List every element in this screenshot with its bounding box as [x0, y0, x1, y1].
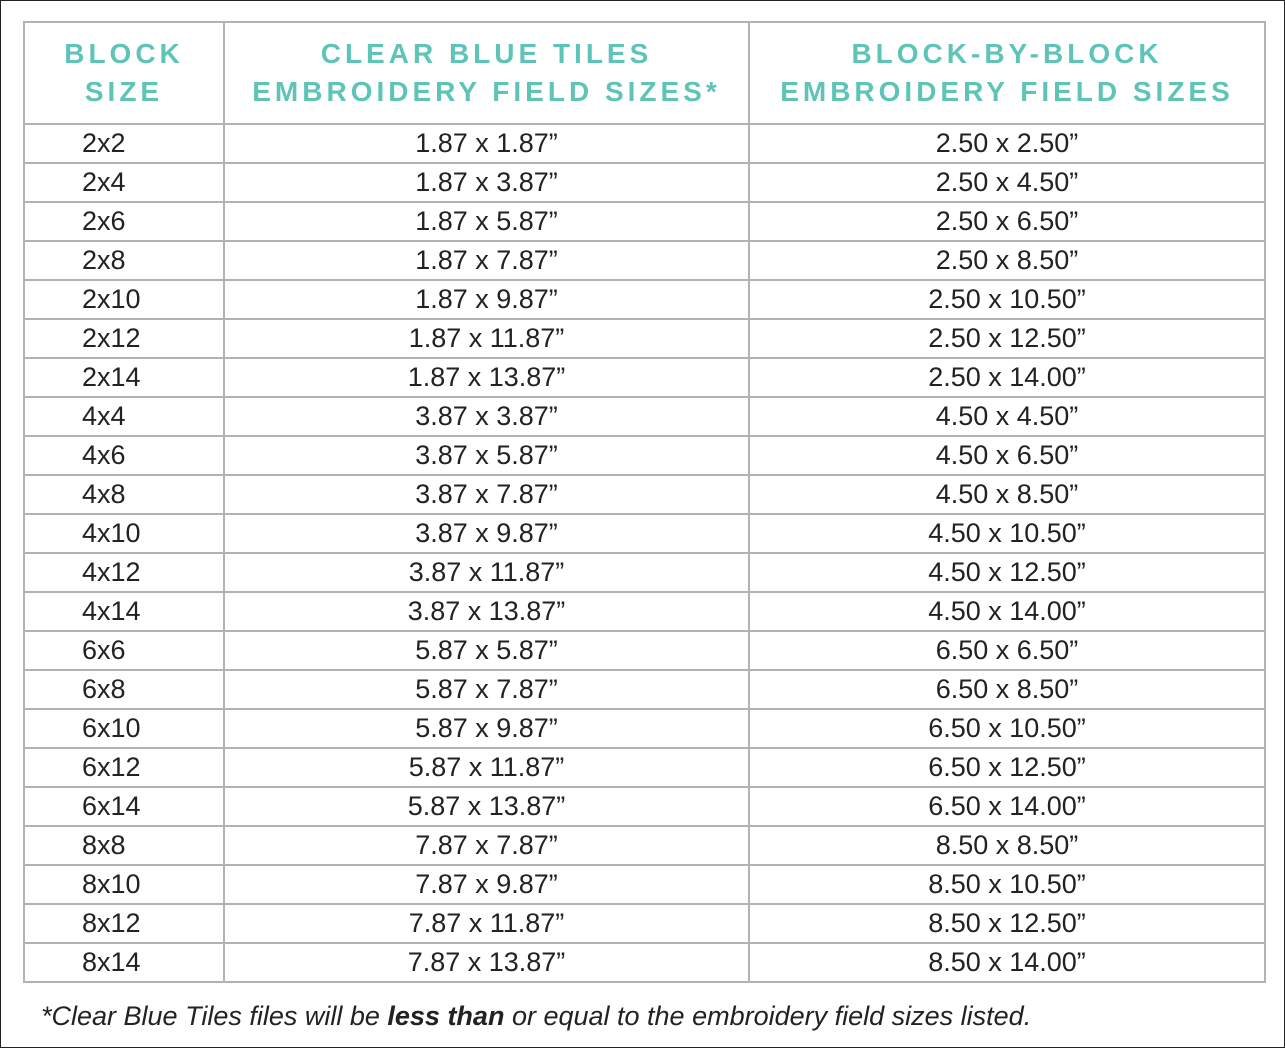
block-by-block-size-cell: 4.50 x 6.50”	[748, 435, 1266, 476]
block-by-block-size-cell: 6.50 x 8.50”	[748, 669, 1266, 710]
block-size-cell: 2x12	[23, 318, 225, 359]
header-block-by-block: BLOCK-BY-BLOCK EMBROIDERY FIELD SIZES	[748, 21, 1266, 125]
table-row: 2x4 1.87 x 3.87” 2.50 x 4.50”	[23, 162, 1266, 203]
clear-blue-size-cell: 1.87 x 5.87”	[223, 201, 750, 242]
block-size-cell: 2x10	[23, 279, 225, 320]
table-row: 8x12 7.87 x 11.87” 8.50 x 12.50”	[23, 903, 1266, 944]
clear-blue-size-cell: 5.87 x 5.87”	[223, 630, 750, 671]
clear-blue-size-cell: 3.87 x 9.87”	[223, 513, 750, 554]
table-row: 2x14 1.87 x 13.87” 2.50 x 14.00”	[23, 357, 1266, 398]
block-size-cell: 2x6	[23, 201, 225, 242]
block-by-block-size-cell: 4.50 x 12.50”	[748, 552, 1266, 593]
table-row: 6x12 5.87 x 11.87” 6.50 x 12.50”	[23, 747, 1266, 788]
table-row: 6x14 5.87 x 13.87” 6.50 x 14.00”	[23, 786, 1266, 827]
table-row: 4x12 3.87 x 11.87” 4.50 x 12.50”	[23, 552, 1266, 593]
block-size-cell: 6x6	[23, 630, 225, 671]
table-row: 4x14 3.87 x 13.87” 4.50 x 14.00”	[23, 591, 1266, 632]
table-row: 2x6 1.87 x 5.87” 2.50 x 6.50”	[23, 201, 1266, 242]
block-size-cell: 6x14	[23, 786, 225, 827]
header-block-size: BLOCK SIZE	[23, 21, 225, 125]
block-by-block-size-cell: 2.50 x 10.50”	[748, 279, 1266, 320]
clear-blue-size-cell: 5.87 x 9.87”	[223, 708, 750, 749]
table-row: 8x14 7.87 x 13.87” 8.50 x 14.00”	[23, 942, 1266, 983]
clear-blue-size-cell: 7.87 x 7.87”	[223, 825, 750, 866]
block-size-cell: 2x2	[23, 123, 225, 164]
block-size-cell: 6x10	[23, 708, 225, 749]
table-row: 2x8 1.87 x 7.87” 2.50 x 8.50”	[23, 240, 1266, 281]
block-size-cell: 4x4	[23, 396, 225, 437]
block-by-block-size-cell: 6.50 x 12.50”	[748, 747, 1266, 788]
clear-blue-size-cell: 7.87 x 11.87”	[223, 903, 750, 944]
clear-blue-size-cell: 7.87 x 13.87”	[223, 942, 750, 983]
block-by-block-size-cell: 8.50 x 10.50”	[748, 864, 1266, 905]
block-size-cell: 8x14	[23, 942, 225, 983]
block-size-cell: 8x10	[23, 864, 225, 905]
block-by-block-size-cell: 2.50 x 2.50”	[748, 123, 1266, 164]
clear-blue-size-cell: 3.87 x 7.87”	[223, 474, 750, 515]
clear-blue-size-cell: 1.87 x 1.87”	[223, 123, 750, 164]
table-row: 4x8 3.87 x 7.87” 4.50 x 8.50”	[23, 474, 1266, 515]
block-by-block-size-cell: 4.50 x 8.50”	[748, 474, 1266, 515]
clear-blue-size-cell: 1.87 x 3.87”	[223, 162, 750, 203]
block-size-cell: 2x4	[23, 162, 225, 203]
block-size-cell: 4x14	[23, 591, 225, 632]
clear-blue-size-cell: 1.87 x 11.87”	[223, 318, 750, 359]
table-row: 6x8 5.87 x 7.87” 6.50 x 8.50”	[23, 669, 1266, 710]
block-size-cell: 4x6	[23, 435, 225, 476]
block-by-block-size-cell: 2.50 x 12.50”	[748, 318, 1266, 359]
table-row: 4x10 3.87 x 9.87” 4.50 x 10.50”	[23, 513, 1266, 554]
block-by-block-size-cell: 2.50 x 4.50”	[748, 162, 1266, 203]
table-row: 8x10 7.87 x 9.87” 8.50 x 10.50”	[23, 864, 1266, 905]
block-size-cell: 2x14	[23, 357, 225, 398]
clear-blue-size-cell: 1.87 x 9.87”	[223, 279, 750, 320]
block-by-block-size-cell: 8.50 x 12.50”	[748, 903, 1266, 944]
table-row: 2x12 1.87 x 11.87” 2.50 x 12.50”	[23, 318, 1266, 359]
clear-blue-size-cell: 1.87 x 13.87”	[223, 357, 750, 398]
table-row: 2x2 1.87 x 1.87” 2.50 x 2.50”	[23, 123, 1266, 164]
block-size-cell: 4x12	[23, 552, 225, 593]
block-by-block-size-cell: 2.50 x 6.50”	[748, 201, 1266, 242]
header-clear-blue-tiles: CLEAR BLUE TILES EMBROIDERY FIELD SIZES*	[223, 21, 750, 125]
block-by-block-size-cell: 2.50 x 14.00”	[748, 357, 1266, 398]
block-size-cell: 4x8	[23, 474, 225, 515]
block-size-cell: 4x10	[23, 513, 225, 554]
clear-blue-size-cell: 7.87 x 9.87”	[223, 864, 750, 905]
clear-blue-size-cell: 3.87 x 5.87”	[223, 435, 750, 476]
block-by-block-size-cell: 6.50 x 10.50”	[748, 708, 1266, 749]
block-by-block-size-cell: 8.50 x 14.00”	[748, 942, 1266, 983]
footnote: *Clear Blue Tiles files will be less tha…	[41, 1001, 1032, 1031]
block-by-block-size-cell: 4.50 x 14.00”	[748, 591, 1266, 632]
table-row: 2x10 1.87 x 9.87” 2.50 x 10.50”	[23, 279, 1266, 320]
block-size-cell: 6x12	[23, 747, 225, 788]
block-by-block-size-cell: 4.50 x 10.50”	[748, 513, 1266, 554]
block-by-block-size-cell: 4.50 x 4.50”	[748, 396, 1266, 437]
table-row: 4x4 3.87 x 3.87” 4.50 x 4.50”	[23, 396, 1266, 437]
clear-blue-size-cell: 5.87 x 13.87”	[223, 786, 750, 827]
block-size-cell: 6x8	[23, 669, 225, 710]
embroidery-size-table: BLOCK SIZE CLEAR BLUE TILES EMBROIDERY FIE…	[23, 21, 1266, 983]
header-row: BLOCK SIZE CLEAR BLUE TILES EMBROIDERY FIE…	[23, 21, 1266, 125]
table-row: 6x10 5.87 x 9.87” 6.50 x 10.50”	[23, 708, 1266, 749]
block-by-block-size-cell: 8.50 x 8.50”	[748, 825, 1266, 866]
block-size-cell: 8x8	[23, 825, 225, 866]
block-by-block-size-cell: 2.50 x 8.50”	[748, 240, 1266, 281]
clear-blue-size-cell: 3.87 x 11.87”	[223, 552, 750, 593]
clear-blue-size-cell: 5.87 x 7.87”	[223, 669, 750, 710]
clear-blue-size-cell: 3.87 x 13.87”	[223, 591, 750, 632]
table-row: 4x6 3.87 x 5.87” 4.50 x 6.50”	[23, 435, 1266, 476]
table-row: 8x8 7.87 x 7.87” 8.50 x 8.50”	[23, 825, 1266, 866]
clear-blue-size-cell: 5.87 x 11.87”	[223, 747, 750, 788]
block-by-block-size-cell: 6.50 x 14.00”	[748, 786, 1266, 827]
block-by-block-size-cell: 6.50 x 6.50”	[748, 630, 1266, 671]
block-size-cell: 8x12	[23, 903, 225, 944]
table-row: 6x6 5.87 x 5.87” 6.50 x 6.50”	[23, 630, 1266, 671]
block-size-cell: 2x8	[23, 240, 225, 281]
clear-blue-size-cell: 3.87 x 3.87”	[223, 396, 750, 437]
clear-blue-size-cell: 1.87 x 7.87”	[223, 240, 750, 281]
